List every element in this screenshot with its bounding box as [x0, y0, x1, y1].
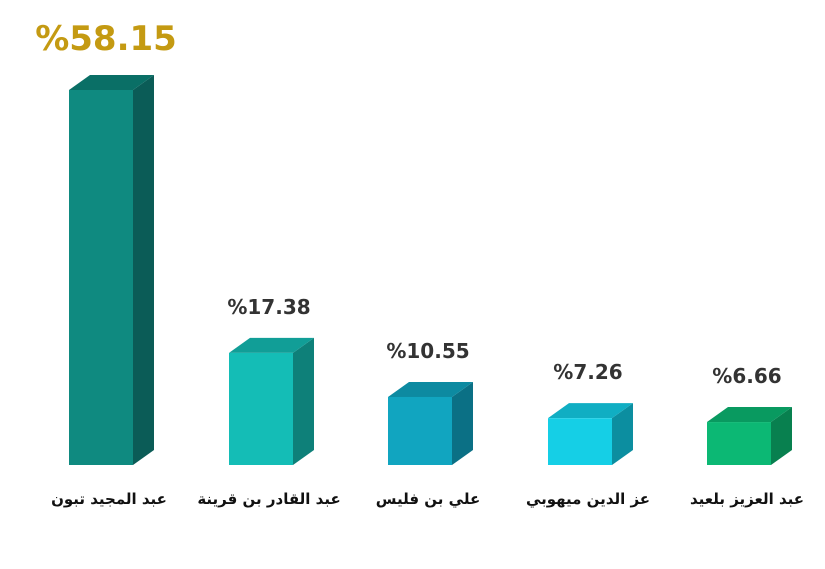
value-label-4: %7.26 [553, 360, 622, 384]
bar-top-face [548, 403, 633, 419]
bar-top-face [229, 337, 314, 353]
bar-side-face [612, 403, 633, 465]
bar-side-face [452, 381, 473, 465]
bar-3 [388, 381, 473, 465]
bar-4 [548, 403, 633, 465]
bar-1 [69, 75, 154, 465]
bar-side-face [771, 407, 792, 465]
bar-5 [707, 407, 792, 465]
bar-top-face [69, 75, 154, 90]
bar-2 [229, 337, 314, 465]
category-label-1: عبد المجيد تبون [51, 490, 167, 508]
value-label-2: %17.38 [227, 295, 310, 319]
value-label-1: %58.15 [35, 19, 177, 59]
category-label-3: علي بن فليس [376, 490, 480, 508]
category-label-4: عز الدين ميهوبي [526, 490, 650, 508]
bar-side-face [293, 337, 314, 465]
bar-front-face [229, 352, 293, 465]
bar-front-face [69, 90, 133, 465]
value-label-5: %6.66 [712, 364, 781, 388]
bar-side-face [133, 75, 154, 465]
bar-front-face [388, 396, 452, 465]
value-labels-group: %58.15 %17.38 %10.55 %7.26 %6.66 [35, 19, 782, 388]
value-label-3: %10.55 [386, 339, 469, 363]
bar-front-face [707, 422, 771, 465]
bars-group [69, 75, 792, 465]
bar-top-face [388, 381, 473, 397]
category-label-5: عبد العزيز بلعيد [690, 490, 804, 508]
category-labels-group: عبد المجيد تبون عبد القادر بن قرينة علي بن… [51, 490, 804, 508]
bar-top-face [707, 407, 792, 423]
category-label-2: عبد القادر بن قرينة [197, 490, 340, 508]
bar-front-face [548, 418, 612, 465]
